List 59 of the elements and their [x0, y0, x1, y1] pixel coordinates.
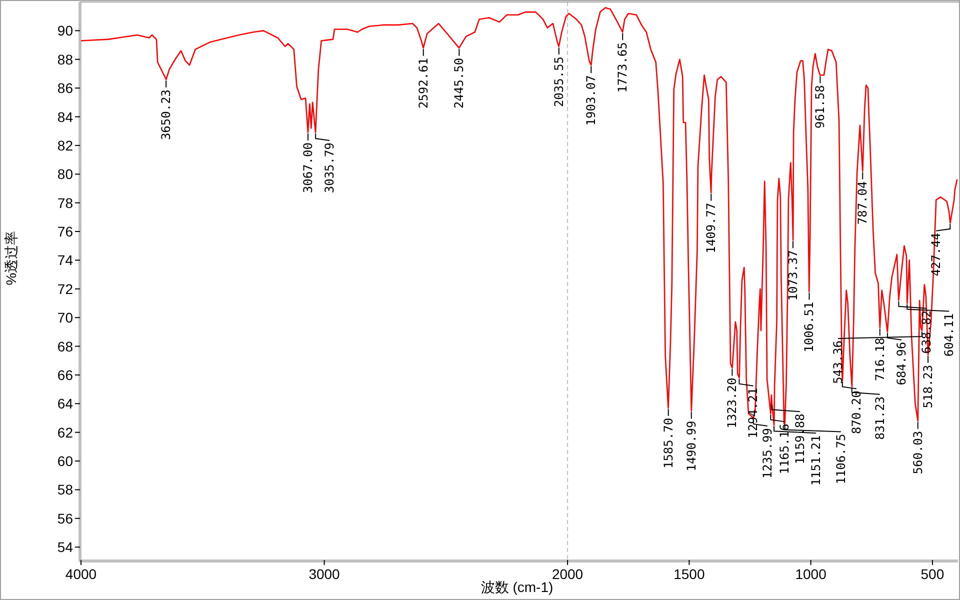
- y-tick-label: 84: [57, 108, 74, 125]
- y-tick-label: 72: [57, 280, 74, 297]
- annotation: 2035.55: [552, 56, 566, 108]
- y-tick-label: 62: [57, 424, 74, 440]
- y-tick-label: 82: [57, 137, 74, 154]
- x-tick-label: 1000: [795, 566, 827, 582]
- annotation: 1773.65: [616, 42, 630, 93]
- annotation: 1409.77: [704, 202, 718, 254]
- annotation: 1159.88: [792, 414, 807, 464]
- y-tick-label: 70: [57, 310, 74, 326]
- annotation: 831.23: [872, 396, 887, 440]
- annotation: 518.23: [921, 364, 936, 408]
- y-tick-label: 54: [57, 539, 74, 556]
- annotation: 638.82: [920, 310, 934, 354]
- annotation: 684.96: [894, 342, 908, 386]
- annotation: 1585.70: [661, 418, 676, 469]
- annotation: 1323.20: [725, 378, 740, 428]
- annotation: 1294.21: [746, 388, 760, 438]
- y-tick-label: 88: [57, 51, 74, 68]
- annotation: 1073.37: [786, 250, 800, 301]
- y-tick-label: 60: [57, 453, 74, 470]
- y-axis-title: %透过率: [3, 230, 19, 286]
- annotation: 1903.07: [584, 75, 598, 126]
- y-tick-label: 68: [57, 338, 74, 354]
- annotation: 787.04: [856, 181, 870, 225]
- x-tick-label: 1500: [674, 566, 705, 582]
- x-tick-label: 2000: [552, 566, 584, 582]
- y-tick-label: 76: [57, 224, 74, 240]
- annotation: 1006.51: [802, 302, 816, 352]
- annotation: 1490.99: [684, 420, 698, 472]
- y-tick-label: 74: [57, 252, 74, 268]
- x-tick-label: 4000: [65, 566, 97, 582]
- y-tick-label: 90: [57, 22, 74, 39]
- annotation: 1235.99: [760, 428, 774, 479]
- y-tick-label: 80: [57, 166, 74, 182]
- annotation: 543.36: [830, 340, 845, 384]
- annotation: 3035.79: [322, 142, 337, 194]
- annotation: 716.18: [872, 338, 887, 381]
- y-tick-label: 58: [57, 482, 74, 498]
- annotation: 961.58: [813, 85, 828, 129]
- y-tick-label: 86: [57, 80, 74, 96]
- annotation: 2445.50: [452, 58, 466, 108]
- annotation: 870.20: [849, 390, 864, 434]
- annotation: 2592.61: [416, 58, 430, 108]
- y-tick-label: 64: [57, 396, 74, 412]
- x-tick-label: 3000: [308, 566, 340, 582]
- annotation: 1151.21: [809, 435, 824, 486]
- annotation: 560.03: [910, 430, 925, 474]
- annotation: 1106.75: [834, 434, 848, 484]
- y-tick-label: 78: [57, 194, 74, 211]
- annotation: 1165.16: [778, 424, 792, 474]
- x-tick-label: 500: [920, 566, 944, 582]
- annotation: 3067.00: [300, 142, 315, 194]
- annotation: 604.11: [942, 313, 956, 357]
- x-axis-title: 波数 (cm-1): [480, 579, 554, 595]
- y-tick-label: 66: [57, 366, 74, 383]
- y-tick-label: 56: [57, 510, 74, 526]
- annotation: 3650.23: [159, 89, 174, 140]
- annotation: 427.44: [929, 232, 944, 276]
